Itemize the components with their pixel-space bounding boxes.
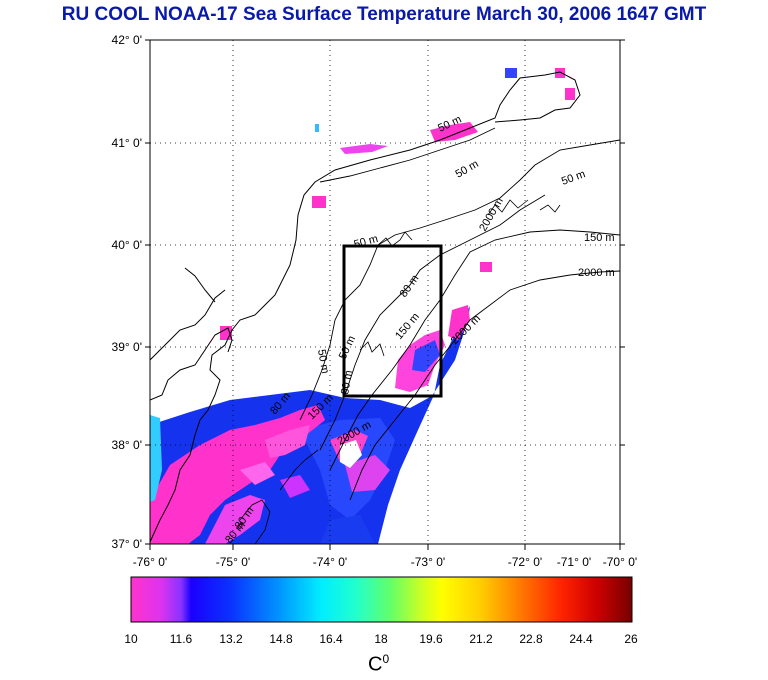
lon-label: -72° 0'	[508, 555, 542, 569]
lon-label: -70° 0'	[603, 555, 637, 569]
map-plot-area	[150, 40, 620, 544]
colorbar-unit: C0	[368, 652, 389, 677]
unit-label: C	[368, 653, 383, 676]
lon-label: -73° 0'	[411, 555, 445, 569]
contour-label: 2000 m	[578, 267, 615, 279]
colorbar-label: 26	[624, 632, 638, 646]
map-frame	[149, 39, 621, 545]
lat-label: 37° 0'	[112, 537, 142, 551]
study-area-box	[342, 244, 443, 398]
contour-label: 150 m	[584, 232, 615, 244]
lon-label: -71° 0'	[557, 555, 591, 569]
colorbar-label: 13.2	[219, 632, 243, 646]
map-title: RU COOL NOAA-17 Sea Surface Temperature …	[61, 4, 707, 25]
colorbar-label: 11.6	[170, 632, 193, 646]
coastline	[150, 71, 581, 543]
contour-label: 50 m	[315, 348, 331, 374]
lon-label: -76° 0'	[133, 555, 167, 569]
colorbar-label: 10	[124, 632, 138, 646]
lon-label: -75° 0'	[216, 555, 250, 569]
isobath-2000m	[349, 270, 620, 501]
unit-superscript: 0	[382, 652, 390, 666]
colorbar-label: 19.6	[419, 632, 443, 646]
colorbar-label: 16.4	[319, 632, 343, 646]
lat-label: 41° 0'	[112, 136, 142, 150]
colorbar-label: 21.2	[469, 632, 493, 646]
colorbar-label: 22.8	[519, 632, 543, 646]
lat-label: 42° 0'	[112, 33, 142, 47]
longitude-labels: -76° 0' -75° 0' -74° 0' -73° 0' -72° 0' …	[133, 555, 637, 569]
axis-ticks	[145, 39, 625, 550]
colorbar-labels: 10 11.6 13.2 14.8 16.4 18 19.6 21.2 22.8…	[124, 632, 638, 646]
lon-label: -74° 0'	[313, 555, 347, 569]
contour-label: 80 m	[339, 369, 355, 395]
lat-label: 38° 0'	[112, 438, 142, 452]
colorbar	[130, 576, 633, 623]
colorbar-label: 14.8	[269, 632, 293, 646]
colorbar-label: 18	[374, 632, 388, 646]
lat-label: 39° 0'	[112, 340, 142, 354]
colorbar-label: 24.4	[569, 632, 593, 646]
isobath-80m	[319, 194, 546, 451]
lat-label: 40° 0'	[112, 238, 142, 252]
latitude-labels: 42° 0' 41° 0' 40° 0' 39° 0' 38° 0' 37° 0…	[112, 33, 142, 551]
